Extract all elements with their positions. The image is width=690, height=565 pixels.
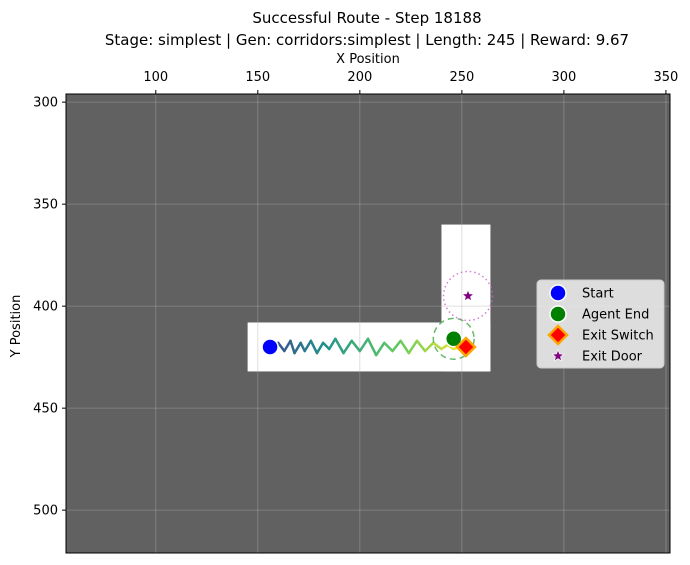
legend-label: Agent End	[582, 308, 649, 323]
legend-box	[536, 279, 665, 369]
y-tick-label: 500	[33, 504, 58, 519]
legend: Start Agent End Exit Switch Exit Door	[536, 279, 665, 369]
x-tick-label: 100	[143, 70, 168, 85]
plot-frame	[65, 93, 671, 554]
trajectory-segment	[293, 341, 302, 355]
x-tick-label: 250	[449, 70, 474, 85]
y-tick-label: 400	[33, 300, 58, 315]
trajectory-segment	[303, 339, 313, 353]
trajectory-segment	[350, 339, 362, 353]
start-marker	[261, 338, 279, 356]
legend-swatch-agent-end	[549, 305, 567, 323]
x-axis-ticks: 100 150 200 250 300 350	[143, 70, 678, 94]
radius-circle	[432, 317, 475, 360]
legend-entries: Start Agent End Exit Switch Exit Door	[547, 284, 654, 365]
trajectory-segment	[415, 339, 427, 353]
x-tick-label: 300	[551, 70, 576, 85]
trajectory-segment	[334, 337, 345, 355]
trajectory-segment	[309, 339, 319, 355]
trajectory-segment	[432, 341, 443, 351]
x-tick-label: 150	[245, 70, 270, 85]
trajectory-segment	[283, 339, 292, 353]
trajectory-segment	[342, 339, 353, 355]
trajectory-segment	[299, 341, 306, 353]
y-tick-label: 450	[33, 402, 58, 417]
trajectory-segment	[358, 337, 370, 353]
trajectory-segment	[383, 341, 394, 353]
trajectory-segment	[423, 341, 435, 353]
trajectory-segment	[321, 341, 331, 351]
y-axis-ticks: 300 350 400 450 500	[33, 96, 66, 519]
radius-circle	[442, 270, 494, 322]
radius-circle-layer	[432, 270, 494, 360]
legend-label: Exit Switch	[582, 329, 654, 344]
exit-switch-marker	[455, 336, 477, 358]
trajectory-segment	[399, 339, 411, 355]
trajectory-segment	[276, 341, 286, 353]
chart-title-line1: Successful Route - Step 18188	[252, 9, 481, 27]
agent-end-marker	[444, 330, 463, 348]
trajectory-segment	[327, 337, 337, 351]
legend-swatch-exit-switch	[547, 324, 569, 346]
legend-label: Exit Door	[582, 350, 643, 365]
x-tick-label: 200	[347, 70, 372, 85]
legend-swatch-exit-door	[551, 349, 565, 362]
trajectory-segment	[315, 341, 325, 355]
trajectory-segment	[366, 337, 378, 357]
chart-title-line2: Stage: simplest | Gen: corridors:simples…	[105, 31, 629, 49]
x-axis-label: X Position	[336, 52, 400, 67]
exit-door-marker	[461, 289, 475, 302]
trajectory-segment	[374, 341, 386, 357]
legend-label: Start	[582, 287, 614, 302]
trajectory-segment	[407, 339, 419, 355]
trajectory-segment	[391, 339, 402, 353]
y-tick-label: 350	[33, 198, 58, 213]
y-tick-label: 300	[33, 96, 58, 111]
legend-swatch-start	[549, 284, 567, 302]
marker-layer	[261, 289, 477, 358]
trajectory-segment	[289, 339, 296, 355]
x-tick-label: 350	[654, 70, 679, 85]
y-axis-label: Y Position	[9, 295, 24, 359]
